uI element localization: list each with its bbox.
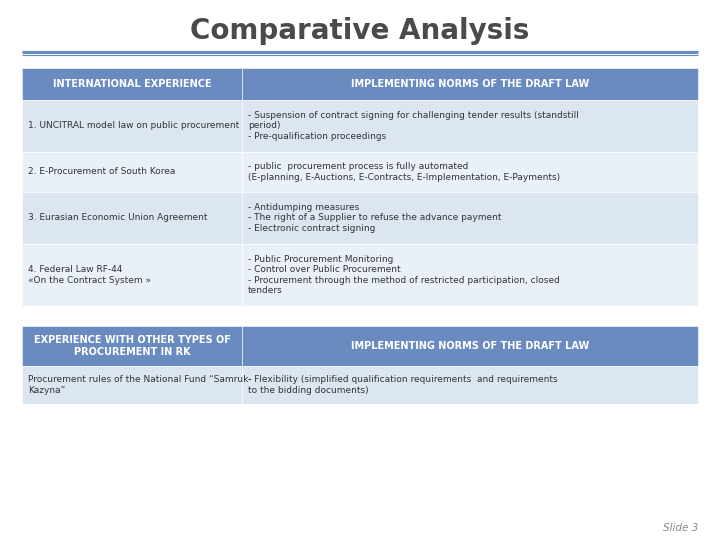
Text: 3. Eurasian Economic Union Agreement: 3. Eurasian Economic Union Agreement xyxy=(28,213,207,222)
Bar xyxy=(242,244,698,306)
Text: - Antidumping measures
- The right of a Supplier to refuse the advance payment
-: - Antidumping measures - The right of a … xyxy=(248,203,502,233)
Bar xyxy=(242,152,698,192)
Bar xyxy=(242,100,698,152)
Text: EXPERIENCE WITH OTHER TYPES OF
PROCUREMENT IN RK: EXPERIENCE WITH OTHER TYPES OF PROCUREME… xyxy=(34,335,230,357)
Bar xyxy=(242,68,698,100)
Text: - public  procurement process is fully automated
(E-planning, E-Auctions, E-Cont: - public procurement process is fully au… xyxy=(248,163,560,181)
Text: Procurement rules of the National Fund “Samruk-
Kazyna”: Procurement rules of the National Fund “… xyxy=(28,375,251,395)
Text: - Public Procurement Monitoring
- Control over Public Procurement
- Procurement : - Public Procurement Monitoring - Contro… xyxy=(248,255,559,295)
Bar xyxy=(22,68,242,100)
Text: 4. Federal Law RF-44
«On the Contract System »: 4. Federal Law RF-44 «On the Contract Sy… xyxy=(28,265,151,285)
Text: 1. UNCITRAL model law on public procurement: 1. UNCITRAL model law on public procurem… xyxy=(28,122,239,131)
Bar xyxy=(22,244,242,306)
Bar xyxy=(22,152,242,192)
Text: INTERNATIONAL EXPERIENCE: INTERNATIONAL EXPERIENCE xyxy=(53,79,211,89)
Text: Slide 3: Slide 3 xyxy=(662,523,698,533)
Text: - Flexibility (simplified qualification requirements  and requirements
to the bi: - Flexibility (simplified qualification … xyxy=(248,375,557,395)
Bar xyxy=(242,192,698,244)
Text: 2. E-Procurement of South Korea: 2. E-Procurement of South Korea xyxy=(28,167,176,177)
Text: IMPLEMENTING NORMS OF THE DRAFT LAW: IMPLEMENTING NORMS OF THE DRAFT LAW xyxy=(351,341,589,351)
Bar xyxy=(22,326,242,366)
Bar xyxy=(242,366,698,404)
Text: IMPLEMENTING NORMS OF THE DRAFT LAW: IMPLEMENTING NORMS OF THE DRAFT LAW xyxy=(351,79,589,89)
Bar xyxy=(22,192,242,244)
Bar xyxy=(22,100,242,152)
Text: Comparative Analysis: Comparative Analysis xyxy=(190,17,530,45)
Bar xyxy=(242,326,698,366)
Text: - Suspension of contract signing for challenging tender results (standstill
peri: - Suspension of contract signing for cha… xyxy=(248,111,579,141)
Bar xyxy=(22,366,242,404)
